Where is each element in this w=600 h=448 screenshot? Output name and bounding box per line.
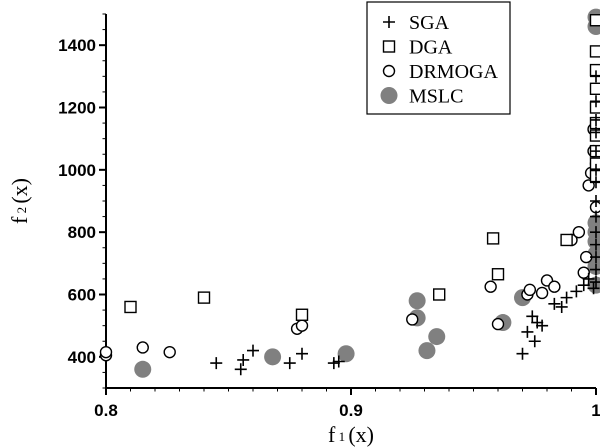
data-point-drmoga [535, 286, 549, 300]
data-point-dga [491, 268, 505, 281]
data-point-drmoga [163, 345, 176, 359]
data-point-sga [590, 113, 600, 126]
data-point-mslc [587, 214, 600, 232]
data-point-sga [536, 319, 549, 332]
data-point-dga [589, 82, 600, 96]
data-point-sga [327, 357, 340, 370]
data-point-drmoga [136, 341, 149, 354]
data-point-drmoga [548, 280, 561, 293]
y-tick-label: 1200 [58, 99, 96, 118]
data-point-sga [570, 285, 583, 298]
data-point-mslc [408, 292, 426, 310]
data-point-sga [210, 357, 223, 370]
series-dga [124, 14, 600, 321]
data-point-sga [590, 238, 600, 251]
data-point-drmoga [523, 283, 537, 297]
legend-label-mslc: MSLC [409, 86, 463, 108]
y-tick-label: 1400 [58, 36, 96, 55]
data-point-sga [590, 163, 600, 176]
data-point-sga [247, 344, 259, 357]
data-point-dga [589, 14, 600, 27]
data-point-mslc [134, 360, 152, 378]
y-tick-label: 800 [68, 223, 96, 242]
data-point-sga [528, 335, 541, 348]
data-point-sga [555, 300, 568, 313]
axis-labels: f 1 (x) f 2 (x) [7, 178, 374, 447]
legend-marker-mslc [380, 87, 398, 104]
data-point-drmoga [491, 317, 505, 331]
data-point-sga [590, 263, 600, 276]
y-axis-label: f 2 (x) [7, 178, 32, 224]
data-point-sga [590, 176, 600, 189]
data-point-sga [234, 363, 247, 376]
data-point-sga [587, 282, 600, 295]
data-point-sga [296, 347, 308, 360]
legend-label-sga: SGA [409, 12, 450, 34]
data-point-sga [590, 70, 600, 83]
data-point-dga [433, 288, 446, 301]
data-point-dga [124, 300, 137, 314]
data-point-sga [590, 251, 600, 264]
data-point-sga [590, 210, 600, 223]
x-tick-label: 1 [591, 401, 600, 420]
data-point-sga [237, 353, 250, 366]
data-point-drmoga [577, 266, 590, 279]
data-point-sga [283, 357, 296, 370]
data-point-sga [590, 195, 600, 207]
y-tick-label: 1000 [58, 161, 96, 180]
data-point-dga [560, 233, 573, 247]
data-point-sga [521, 325, 534, 338]
data-point-sga [332, 355, 345, 368]
data-marks [99, 8, 600, 378]
legend-label-dga: DGA [409, 37, 453, 59]
data-point-mslc [428, 328, 446, 346]
data-point-dga [486, 232, 500, 245]
data-point-sga [590, 276, 600, 289]
data-point-sga [526, 310, 539, 323]
data-point-sga [590, 126, 600, 139]
data-point-sga [548, 297, 561, 310]
data-point-sga [577, 279, 590, 292]
data-point-drmoga [99, 345, 113, 359]
data-point-sga [590, 145, 600, 158]
data-point-mslc [418, 342, 436, 360]
legend-marker-drmoga [382, 64, 396, 78]
data-point-drmoga [406, 313, 419, 326]
data-point-sga [582, 272, 595, 285]
data-point-sga [560, 291, 573, 304]
data-point-drmoga [572, 225, 586, 239]
data-point-mslc [337, 345, 355, 363]
x-tick-label: 0.8 [94, 401, 118, 420]
data-point-drmoga [484, 280, 497, 293]
data-point-sga [590, 95, 600, 108]
y-tick-label: 600 [68, 286, 96, 305]
x-axis-label: f 1 (x) [328, 422, 374, 447]
series-sga [210, 70, 600, 376]
data-point-sga [516, 347, 529, 360]
legend-marker-sga [383, 16, 395, 28]
x-tick-label: 0.9 [339, 401, 363, 420]
data-point-dga [295, 308, 309, 321]
series-drmoga [99, 123, 600, 362]
data-point-drmoga [295, 319, 309, 332]
y-tick-label: 400 [68, 348, 96, 367]
data-point-sga [531, 316, 544, 329]
data-point-dga [589, 45, 600, 58]
data-point-mslc [264, 348, 282, 366]
data-point-sga [590, 226, 600, 239]
legend-label-drmoga: DRMOGA [409, 61, 498, 83]
data-point-dga [197, 291, 211, 304]
legend-marker-dga [382, 40, 396, 53]
